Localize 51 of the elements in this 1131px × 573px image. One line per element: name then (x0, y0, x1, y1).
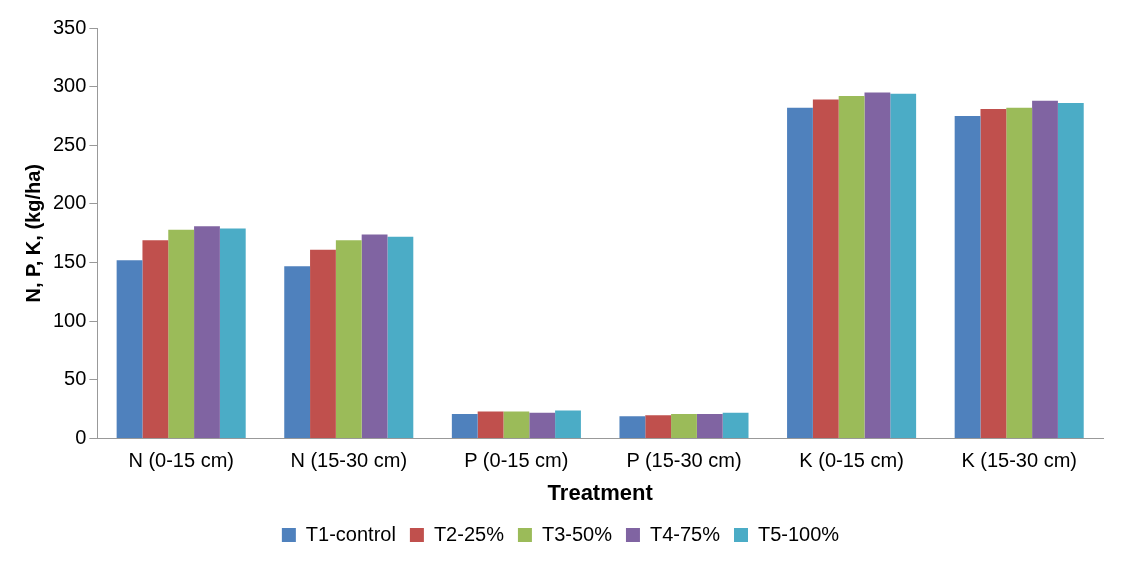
bar (477, 411, 504, 439)
y-tick-label: 250 (52, 132, 87, 155)
legend-label: T2-25% (433, 522, 505, 545)
bar (168, 229, 195, 439)
bar (555, 410, 581, 439)
y-axis-title: N, P, K, (kg/ha) (21, 164, 44, 303)
bar (722, 412, 749, 439)
y-tick-label: 150 (52, 250, 87, 273)
y-tick-label: 300 (52, 74, 87, 97)
bar (619, 416, 646, 439)
bar (361, 234, 388, 439)
bar (890, 93, 917, 439)
bar (1006, 107, 1033, 439)
bar (812, 99, 839, 439)
y-tick-label: 0 (75, 426, 87, 449)
x-tick-label: N (15-30 cm) (290, 449, 408, 472)
legend-label: T3-50% (541, 522, 613, 545)
bar (194, 226, 220, 439)
bar (529, 412, 556, 439)
x-tick-label: P (0-15 cm) (464, 449, 569, 472)
bar (838, 96, 865, 439)
bar (1032, 100, 1058, 439)
x-tick-label: K (15-30 cm) (961, 449, 1077, 472)
x-tick-label: N (0-15 cm) (128, 449, 234, 472)
y-tick-label: 50 (64, 367, 87, 390)
bar (696, 413, 723, 439)
bar (310, 249, 336, 439)
bar (954, 115, 981, 439)
bar (864, 92, 891, 439)
bar (671, 413, 697, 439)
bar (387, 236, 414, 439)
y-tick-label: 200 (52, 191, 87, 214)
legend-label: T4-75% (649, 522, 721, 545)
bar (116, 260, 143, 439)
legend-label: T5-100% (757, 522, 840, 545)
bar (980, 108, 1007, 439)
bar (1057, 103, 1084, 439)
bar (335, 240, 362, 439)
y-tick-label: 350 (52, 15, 87, 38)
x-axis-title: Treatment (547, 479, 654, 505)
bar (142, 240, 169, 439)
x-tick-label: K (0-15 cm) (799, 449, 904, 472)
bar (451, 413, 478, 439)
bar (645, 415, 672, 439)
bar (219, 228, 246, 439)
bar (284, 266, 311, 439)
bar (787, 107, 813, 439)
x-tick-label: P (15-30 cm) (626, 449, 742, 472)
bar (503, 411, 530, 439)
legend-label: T1-control (305, 522, 396, 545)
y-tick-label: 100 (52, 308, 87, 331)
